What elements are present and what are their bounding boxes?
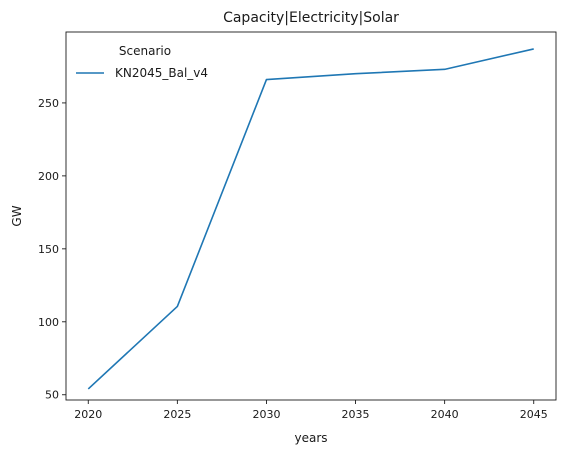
x-tick-label: 2045 bbox=[520, 408, 548, 421]
legend-entries: KN2045_Bal_v4 bbox=[76, 66, 208, 80]
x-tick-label: 2035 bbox=[342, 408, 370, 421]
x-tick-label: 2040 bbox=[431, 408, 459, 421]
series-layer bbox=[87, 48, 534, 390]
y-tick-label: 200 bbox=[38, 170, 59, 183]
series-line bbox=[87, 48, 534, 390]
chart-title: Capacity|Electricity|Solar bbox=[223, 10, 399, 26]
y-tick-label: 250 bbox=[38, 97, 59, 110]
y-tick-label: 100 bbox=[38, 316, 59, 329]
legend-entry-label: KN2045_Bal_v4 bbox=[115, 66, 208, 80]
legend-title: Scenario bbox=[119, 44, 171, 58]
x-tick-label: 2020 bbox=[74, 408, 102, 421]
x-axis-label: years bbox=[294, 431, 327, 445]
plot-frame bbox=[65, 31, 557, 401]
plot-area: 2020 2025 2030 2035 2040 2045 50 100 150 200 250 bbox=[38, 31, 557, 421]
legend: Scenario KN2045_Bal_v4 bbox=[76, 44, 208, 80]
y-axis-label: GW bbox=[10, 205, 24, 226]
y-axis-ticks: 50 100 150 200 250 bbox=[38, 97, 66, 402]
x-tick-label: 2025 bbox=[163, 408, 191, 421]
y-tick-label: 50 bbox=[45, 389, 59, 402]
x-tick-label: 2030 bbox=[252, 408, 280, 421]
y-tick-label: 150 bbox=[38, 243, 59, 256]
x-axis-ticks: 2020 2025 2030 2035 2040 2045 bbox=[74, 400, 548, 421]
